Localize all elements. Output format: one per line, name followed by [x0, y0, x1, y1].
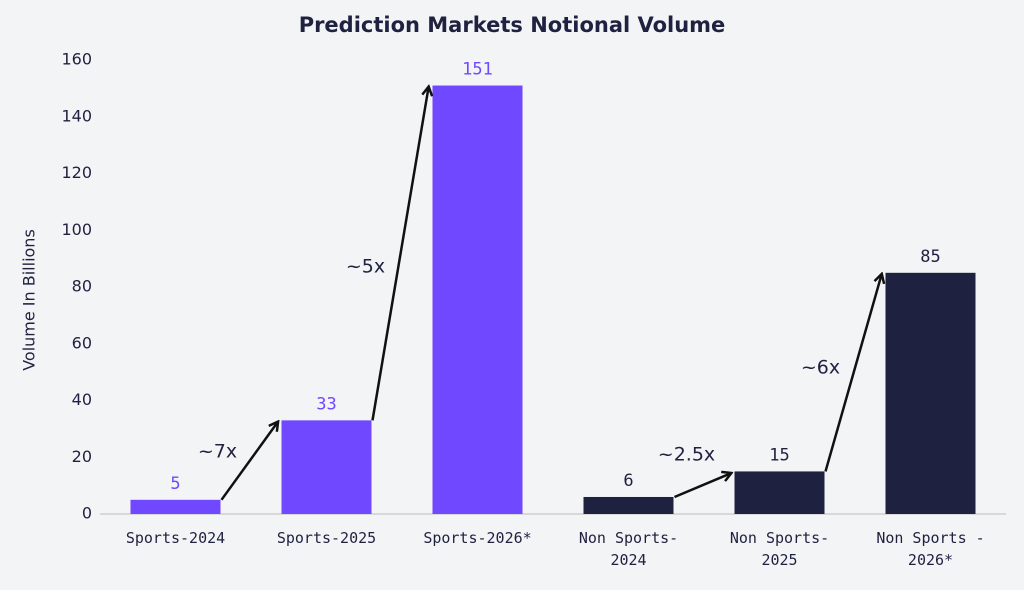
growth-arrow	[371, 88, 429, 421]
y-tick-label: 0	[82, 504, 92, 523]
y-tick-label: 60	[72, 333, 92, 352]
y-tick-label: 20	[72, 447, 92, 466]
value-label: 151	[462, 60, 493, 80]
y-tick-label: 120	[61, 163, 92, 182]
growth-arrow	[674, 473, 731, 499]
y-tick-label: 100	[61, 220, 92, 239]
annotation: ~7x	[198, 441, 237, 463]
bar	[583, 496, 674, 514]
x-tick-label: Sports-2025	[276, 529, 377, 547]
value-label: 15	[769, 445, 789, 465]
value-label: 85	[920, 247, 940, 267]
bar	[281, 420, 372, 514]
value-label: 33	[316, 394, 336, 414]
value-label: 5	[170, 474, 180, 494]
bar	[432, 85, 523, 514]
annotation: ~5x	[346, 255, 385, 277]
x-tick-label: Sports-2026*	[423, 529, 532, 547]
x-tick-label: Non Sports - 2026*	[876, 529, 985, 569]
x-tick-label: Non Sports-2025	[729, 529, 830, 569]
value-label: 6	[623, 471, 633, 491]
y-tick-label: 80	[72, 277, 92, 296]
annotation: ~6x	[801, 357, 840, 379]
y-tick-label: 40	[72, 390, 92, 409]
chart-title: Prediction Markets Notional Volume	[299, 13, 726, 37]
y-tick-label: 140	[61, 106, 92, 125]
growth-arrow	[220, 422, 278, 501]
bar	[734, 471, 825, 514]
bar	[130, 499, 221, 514]
annotation: ~2.5x	[658, 444, 715, 466]
x-tick-label: Non Sports-2024	[578, 529, 679, 569]
y-tick-label: 160	[61, 50, 92, 69]
x-tick-label: Sports-2024	[125, 529, 226, 547]
growth-arrow	[824, 275, 882, 472]
bar	[885, 272, 976, 514]
y-axis-label: Volume In Billions	[20, 229, 39, 371]
